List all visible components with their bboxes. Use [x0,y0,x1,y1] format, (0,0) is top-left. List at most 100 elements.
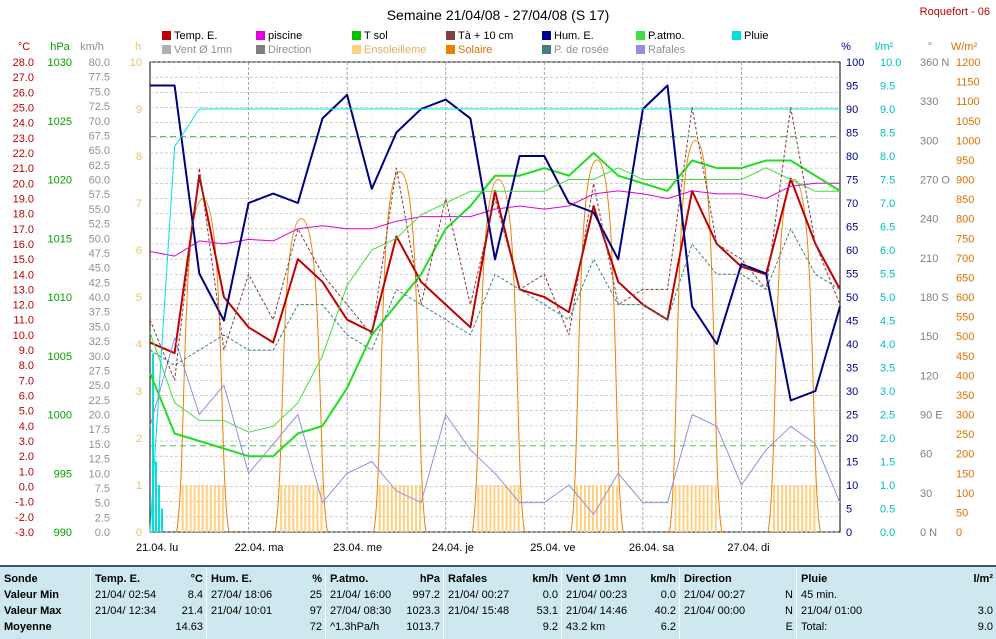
axis-tick-label-pressure: 990 [54,527,72,539]
axis-tick-label-wind: 27.5 [89,365,110,377]
stats-column: Direction 21/04/ 00:27 N 21/04/ 00:00 N E [679,567,797,639]
legend-swatch [542,45,551,54]
axis-tick-label-humidity: 90 [846,104,858,116]
axis-tick-label-temp: 16.0 [13,239,34,251]
axis-unit-rain: l/m² [875,41,894,53]
legend-swatch [162,45,171,54]
axis-tick-label-sun: 9 [136,104,142,116]
stats-cell: 72 [211,620,322,635]
axis-tick-label-solar: 550 [956,312,974,324]
sunshine-bar [300,485,303,532]
stats-cell-right: 8.4 [187,589,203,601]
stats-cell: P.atmo. hPa [330,572,440,587]
stats-cell-right: 9.2 [542,621,558,633]
stats-cell-left: 27/04/ 18:06 [211,589,273,601]
sunshine-bar [205,485,208,532]
axis-tick-label-humidity: 0 [846,527,852,539]
axis-tick-label-temp: 26.0 [13,87,34,99]
axis-tick-label-temp: 13.0 [13,284,34,296]
axis-unit-temp: °C [18,41,30,53]
legend-swatch [636,45,645,54]
axis-tick-label-wind: 20.0 [89,410,110,422]
axis-tick-label-sun: 8 [136,151,142,163]
axis-tick-label-rain: 0.0 [880,527,895,539]
x-tick-label: 23.04. me [333,542,382,554]
stats-label-avg: Moyenne [4,621,52,633]
series-line-p-de-ros-e [149,228,841,366]
stats-cell-right: 6.2 [660,621,676,633]
stats-cell: Temp. E. °C [95,572,203,587]
stats-cell-left: 21/04/ 12:34 [95,605,157,617]
axis-tick-label-wind: 10.0 [89,468,110,480]
axis-tick-label-rain: 1.0 [880,480,895,492]
axis-tick-label-temp: 2.0 [19,451,34,463]
sunshine-bar [505,485,508,532]
axis-tick-label-wind: 22.5 [89,395,110,407]
sunshine-bar [805,485,808,532]
legend-label: Ensoleilleme [364,44,427,56]
solar-series [570,159,624,533]
stats-cell-right: 0.0 [660,589,676,601]
stats-cell-left: 21/04/ 15:48 [448,605,510,617]
axis-tick-label-solar: 150 [956,468,974,480]
sunshine-bar [217,485,220,532]
sunshine-bar [694,485,697,532]
stats-cell: ^1.3hPa/h 1013.7 [330,620,440,635]
axis-tick-label-pressure: 995 [54,468,72,480]
sunshine-bar [698,485,701,532]
stats-cell-left: 21/04/ 00:27 [448,589,510,601]
series-line-rafales [149,337,841,515]
solar-series [373,171,427,533]
axis-tick-label-humidity: 5 [846,504,852,516]
sunshine-bar [209,485,212,532]
legend-swatch [636,31,645,40]
axis-tick-label-rain: 5.5 [880,269,895,281]
sunshine-bar [288,485,291,532]
axis-tick-label-solar: 1050 [956,116,980,128]
legend-item: Rafales [636,44,685,56]
stats-cell-left: P.atmo. [330,573,369,585]
stats-cell: Hum. E.% [211,572,322,587]
axis-tick-label-temp: 1.0 [19,466,34,478]
axis-tick-label-sun: 5 [136,292,142,304]
axis-tick-label-humidity: 10 [846,480,858,492]
stats-cell: 21/04/ 10:01 97 [211,604,322,619]
legend-label: T sol [364,30,388,42]
axis-tick-label-pressure: 1030 [48,57,72,69]
axis-tick-label-solar: 900 [956,175,974,187]
stats-column: Hum. E.% 27/04/ 18:06 25 21/04/ 10:01 97 72 [206,567,326,639]
axis-tick-label-temp: 20.0 [13,178,34,190]
axis-tick-label-rain: 1.5 [880,457,895,469]
stats-cell-left: 45 min. [801,589,838,601]
sunshine-bar [419,485,421,532]
stats-cell-left: 21/04/ 00:23 [566,589,628,601]
stats-cell-right: 21.4 [181,605,203,617]
stats-cell: 9.2 [448,620,558,635]
axis-tick-label-solar: 0 [956,527,962,539]
stats-cell-left: Vent Ø 1mn [566,573,627,585]
sunshine-bar [481,485,484,532]
stats-cell-left: Temp. E. [95,573,141,585]
axis-tick-label-sun: 1 [136,480,142,492]
axis-tick-label-temp: 22.0 [13,148,34,160]
solar-series [471,178,526,533]
axis-tick-label-temp: 11.0 [13,315,34,327]
axis-tick-label-temp: 8.0 [19,360,34,372]
legend-item: Vent Ø 1mn [162,44,232,56]
x-tick-label: 21.04. lu [136,542,178,554]
axis-tick-label-rain: 9.0 [880,104,895,116]
axis-tick-label-temp: 21.0 [13,163,34,175]
stats-cell-left: 21/04/ 16:00 [330,589,392,601]
axis-tick-label-temp: 4.0 [19,421,34,433]
axis-unit-direction: ° [928,41,932,53]
stats-cell: 21/04/ 00:27 N [684,588,793,603]
x-tick-label: 25.04. ve [530,542,575,554]
axis-tick-label-rain: 3.5 [880,363,895,375]
legend-item: Hum. E. [542,30,594,42]
solar-series [274,218,328,533]
legend-item: Tà + 10 cm [446,30,513,42]
axis-tick-label-temp: 19.0 [13,193,34,205]
axis-tick-label-direction: 150 [920,331,938,343]
stats-cell-left: 21/04/ 02:54 [95,589,157,601]
stats-cell: E [684,620,793,635]
